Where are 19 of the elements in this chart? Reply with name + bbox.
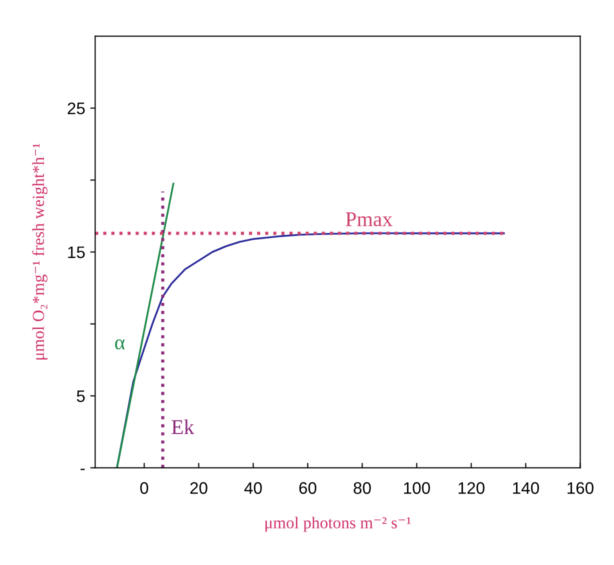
line-series	[116, 232, 505, 468]
y-tick-label: 15	[68, 246, 85, 258]
x-tick-label: 60	[299, 482, 316, 494]
x-tick-label: 140	[513, 482, 539, 494]
x-tick-label: 0	[140, 482, 148, 494]
y-tick-label: 25	[68, 102, 85, 114]
x-tick-label: 120	[458, 482, 484, 494]
series-label: Pmax	[346, 212, 392, 226]
y-tick-label: -	[80, 468, 85, 470]
x-tick-label: 160	[568, 482, 594, 494]
x-tick-label: 40	[244, 482, 262, 494]
y-axis-title: μmol O₂*mg⁻¹ fresh weight*h⁻¹	[32, 144, 48, 360]
x-tick-label: 20	[190, 482, 208, 494]
x-tick-label: 100	[404, 482, 430, 494]
series-label: α	[115, 339, 125, 350]
y-tick-label: 5	[76, 390, 85, 402]
x-tick-label: 80	[354, 482, 371, 494]
series-label: Ek	[172, 419, 194, 434]
x-axis-title: μmol photons m⁻² s⁻¹	[265, 516, 411, 532]
